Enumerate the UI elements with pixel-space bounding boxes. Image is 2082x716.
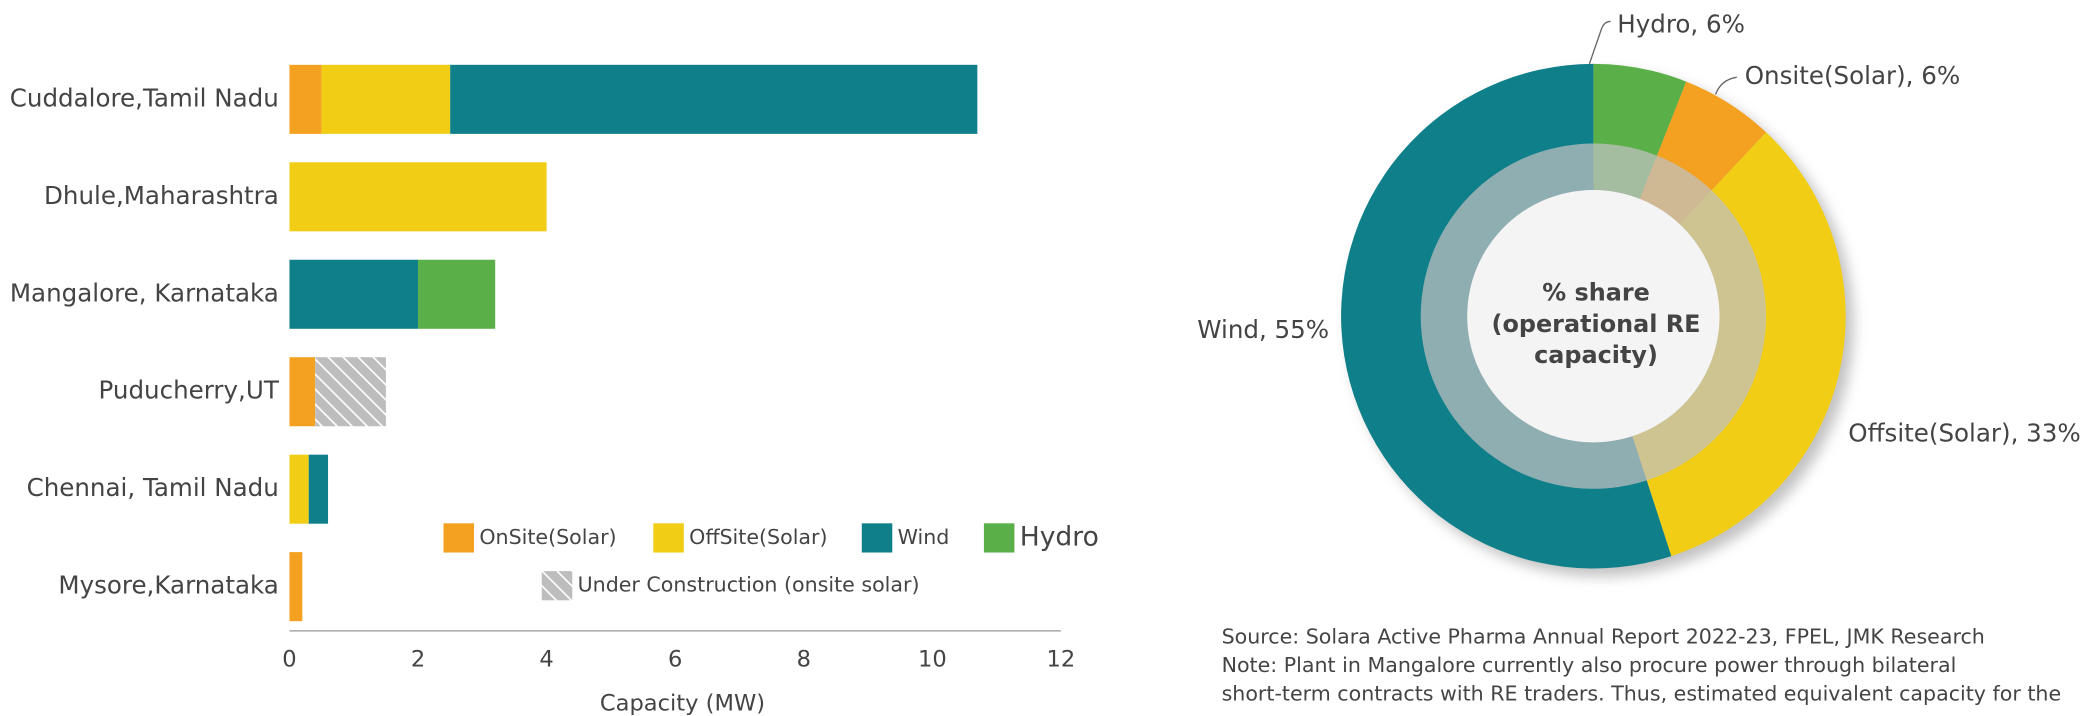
legend-swatch [653, 523, 684, 553]
bar-segment [289, 357, 316, 427]
slice-label: Hydro, 6% [1617, 9, 1745, 38]
x-tick-label: 6 [668, 647, 682, 673]
donut-center [1467, 190, 1720, 443]
donut-inner-segment [1639, 155, 1712, 225]
slice-label: Wind, 55% [1197, 315, 1329, 344]
slice-label: Offsite(Solar), 33% [1848, 418, 2080, 447]
x-axis-label: Capacity (MW) [600, 690, 765, 716]
x-tick-label: 2 [411, 647, 425, 673]
donut-inner-segment [1593, 143, 1657, 199]
x-tick-label: 12 [1047, 647, 1076, 673]
center-label: capacity) [1534, 341, 1658, 369]
leader-line [1588, 20, 1611, 65]
bar-segment [321, 64, 451, 134]
category-label: Dhule,Maharashtra [44, 181, 279, 210]
bar-segment [289, 259, 419, 329]
x-tick-label: 0 [282, 647, 296, 673]
bar-segment [289, 162, 547, 232]
x-tick-label: 8 [797, 647, 811, 673]
category-label: Chennai, Tamil Nadu [27, 473, 279, 502]
donut-inner-segment [1632, 190, 1766, 481]
legend-label: OnSite(Solar) [479, 525, 616, 549]
bar-segment [289, 552, 303, 622]
donut-segment [1656, 81, 1767, 191]
donut-segment [1593, 63, 1687, 156]
donut-inner-segment [1420, 143, 1647, 489]
category-label: Mangalore, Karnataka [10, 278, 279, 307]
note: short-term contracts with RE traders. Th… [1222, 682, 2062, 706]
bar-segment [289, 64, 322, 134]
bar-segment [450, 64, 978, 134]
bar-segment [289, 454, 309, 524]
category-label: Puducherry,UT [99, 376, 280, 405]
legend-swatch [983, 523, 1015, 553]
legend-swatch [861, 523, 893, 553]
leader-line [1714, 76, 1737, 95]
legend-swatch [443, 523, 475, 553]
legend-label: OffSite(Solar) [689, 525, 827, 549]
donut-segment [1341, 63, 1672, 569]
legend-swatch [541, 571, 573, 601]
bar-segment [315, 357, 386, 427]
center-label: % share [1542, 279, 1650, 307]
note: Note: Plant in Mangalore currently also … [1222, 653, 1957, 677]
x-tick-label: 4 [539, 647, 553, 673]
category-label: Mysore,Karnataka [58, 571, 278, 600]
legend-label: Under Construction (onsite solar) [578, 573, 920, 597]
category-label: Cuddalore,Tamil Nadu [10, 83, 279, 112]
legend-label: Hydro [1020, 521, 1099, 552]
bar-segment [308, 454, 329, 524]
legend-label: Wind [898, 525, 950, 549]
center-label: (operational RE [1492, 310, 1701, 338]
donut-segment [1646, 132, 1846, 557]
bar-segment [418, 259, 496, 329]
x-tick-label: 10 [918, 647, 947, 673]
slice-label: Onsite(Solar), 6% [1745, 61, 1960, 90]
note: Source: Solara Active Pharma Annual Repo… [1222, 625, 1985, 649]
